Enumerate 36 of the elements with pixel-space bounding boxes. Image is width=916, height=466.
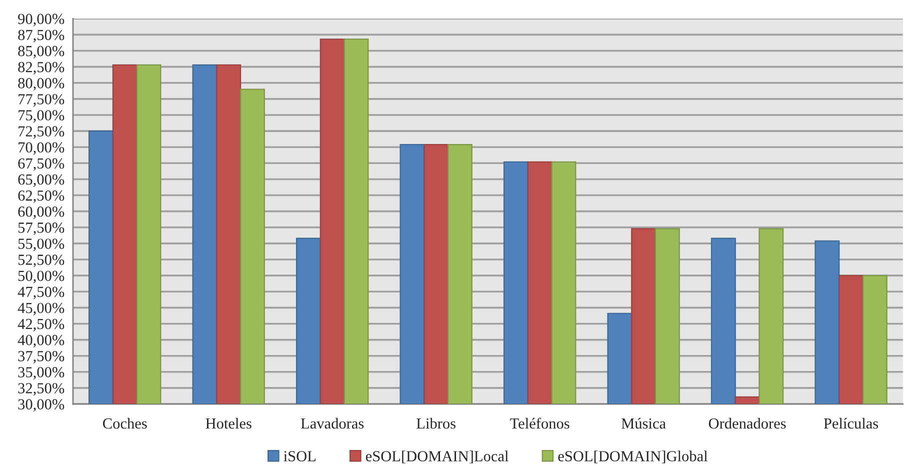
x-tick-label: Ordenadores bbox=[708, 418, 786, 429]
x-tick-label: Coches bbox=[103, 418, 147, 429]
y-tick-label: 55,00% bbox=[18, 238, 64, 252]
y-tick-label: 80,00% bbox=[18, 78, 64, 91]
y-tick-label: 82,50% bbox=[18, 62, 64, 74]
y-tick-label: 47,50% bbox=[18, 286, 64, 300]
x-tick-label: Teléfonos bbox=[510, 418, 570, 429]
y-tick-label: 87,50% bbox=[18, 30, 64, 42]
y-tick-label: 45,00% bbox=[18, 302, 64, 316]
y-tick-label: 77,50% bbox=[18, 94, 64, 107]
y-tick-label: 85,00% bbox=[18, 46, 64, 58]
y-tick-label: 72,50% bbox=[18, 126, 64, 139]
y-tick-label: 42,50% bbox=[18, 318, 64, 332]
y-tick-label: 67,50% bbox=[18, 158, 64, 171]
legend-label: eSOL[DOMAIN]Global bbox=[558, 450, 708, 464]
y-tick-label: 35,00% bbox=[18, 367, 64, 380]
x-tick-label: Hoteles bbox=[206, 418, 252, 429]
y-tick-label: 65,00% bbox=[18, 174, 64, 187]
y-tick-label: 90,00% bbox=[18, 14, 64, 26]
legend-label: iSOL bbox=[284, 451, 316, 462]
x-tick-label: Películas bbox=[824, 418, 878, 429]
y-tick-label: 30,00% bbox=[18, 399, 64, 412]
x-tick-label: Música bbox=[622, 418, 666, 429]
y-tick-label: 32,50% bbox=[18, 383, 64, 396]
y-tick-label: 75,00% bbox=[18, 110, 64, 123]
y-tick-label: 60,00% bbox=[18, 206, 64, 219]
legend-label: eSOL[DOMAIN]Local bbox=[366, 450, 508, 464]
x-tick-label: Libros bbox=[416, 418, 456, 429]
y-tick-label: 37,50% bbox=[18, 350, 64, 364]
x-tick-label: Lavadoras bbox=[300, 418, 364, 429]
y-tick-label: 62,50% bbox=[18, 190, 64, 203]
y-tick-label: 52,50% bbox=[18, 254, 64, 268]
y-tick-label: 57,50% bbox=[18, 222, 64, 236]
y-tick-label: 50,00% bbox=[18, 270, 64, 284]
y-tick-label: 70,00% bbox=[18, 142, 64, 155]
y-tick-label: 40,00% bbox=[18, 334, 64, 348]
